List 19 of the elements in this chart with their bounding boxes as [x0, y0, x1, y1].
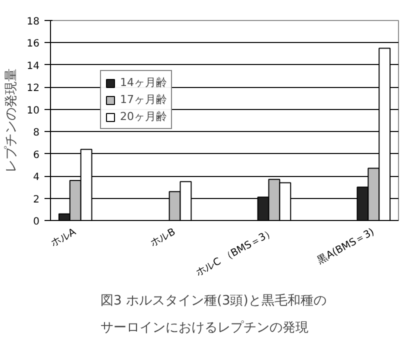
- x-tick-label: ホルA: [49, 226, 78, 250]
- legend-label: 14ヶ月齢: [120, 75, 167, 90]
- y-axis-title: レプチンの発現量: [4, 68, 19, 172]
- y-tick-label: 14: [26, 60, 40, 72]
- text: サーロインにおけるレプチンの発現: [100, 320, 308, 336]
- legend-label: 17ヶ月齢: [120, 92, 167, 107]
- y-tick-label: 12: [26, 83, 40, 94]
- legend-label: 20ヶ月齢: [120, 109, 167, 124]
- y-tick-label: 4: [33, 172, 40, 184]
- y-tick-label: 18: [26, 16, 40, 28]
- y-tick-label: 16: [26, 38, 40, 50]
- y-tick-label: 0: [33, 216, 40, 228]
- y-tick-label: 6: [33, 150, 40, 161]
- x-tick-label: ホルB: [148, 226, 178, 250]
- text: 図3 ホルスタイン種(3頭)と黒毛和種の: [100, 294, 326, 308]
- x-tick-label: ホルC （BMS＝3）: [194, 226, 277, 279]
- y-tick-label: 8: [33, 128, 40, 139]
- y-tick-label: 10: [26, 105, 40, 116]
- y-tick-label: 2: [33, 194, 40, 206]
